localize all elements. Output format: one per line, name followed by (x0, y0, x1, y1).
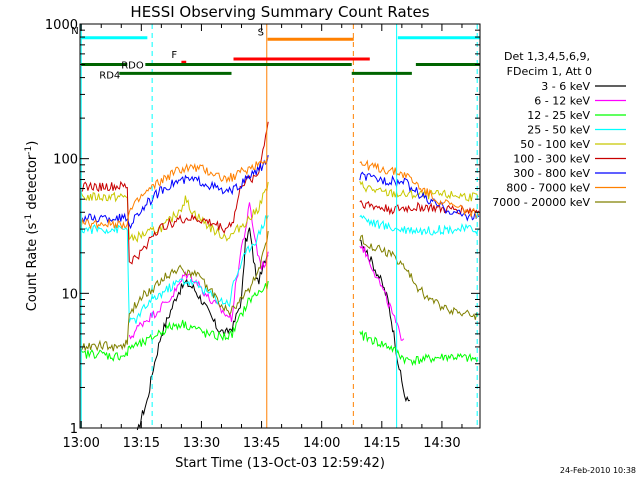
x-tick-label-0: 13:00 (62, 436, 99, 451)
legend-header-line1: Det 1,3,4,5,6,9, (504, 50, 590, 63)
legend: Det 1,3,4,5,6,9, FDecim 1, Att 0 3 - 6 k… (492, 50, 626, 209)
legend-label-800-7000-kev: 800 - 7000 keV (506, 182, 590, 195)
chart-title: HESSI Observing Summary Count Rates (130, 3, 429, 21)
x-tick-label-2: 13:30 (183, 436, 220, 451)
series-line-300-800-kev (80, 155, 480, 230)
series-line-50-100-kev (80, 180, 479, 243)
y-axis-label-middle: detector (25, 154, 40, 214)
y-axis-label: Count Rate (s-1 detector-1) (24, 141, 40, 312)
series-line-7000-20000-kev (80, 231, 479, 352)
plot-frame (79, 23, 481, 429)
series-line-12-25-kev (80, 280, 479, 367)
flag-label-n: N (71, 26, 78, 37)
y-axis-label-sup1: -1 (24, 214, 34, 223)
x-tick-label-1: 13:15 (123, 436, 160, 451)
series-line-3-6-kev (136, 227, 410, 431)
y-axis-label-sup2: -1 (24, 146, 34, 155)
y-tick-label-0: 1 (70, 422, 78, 437)
timestamp: 24-Feb-2010 10:38 (560, 466, 636, 475)
axes-layer: 13:00 13:15 13:30 13:45 14:00 14:15 14:30 1 10 10… (45, 18, 480, 451)
x-tick-label-6: 14:30 (423, 436, 460, 451)
y-axis-label-suffix: ) (25, 141, 40, 146)
legend-label-7000-20000-kev: 7000 - 20000 keV (492, 196, 590, 209)
flag-label-rd4: RD4 (99, 70, 120, 81)
y-tick-label-2: 100 (53, 153, 78, 168)
series-line-25-50-kev (80, 214, 480, 324)
data-layer (80, 121, 480, 431)
y-tick-label-1: 10 (61, 287, 78, 302)
legend-header-line2: FDecim 1, Att 0 (507, 65, 592, 78)
x-tick-label-3: 13:45 (243, 436, 280, 451)
legend-label-3-6-kev: 3 - 6 keV (541, 80, 590, 93)
y-axis-label-prefix: Count Rate (s (25, 223, 40, 312)
x-tick-label-5: 14:15 (363, 436, 400, 451)
legend-label-6-12-kev: 6 - 12 keV (534, 95, 590, 108)
x-tick-label-4: 14:00 (303, 436, 340, 451)
legend-label-100-300-kev: 100 - 300 keV (513, 153, 590, 166)
flag-label-s: S (258, 27, 264, 38)
x-axis-label: Start Time (13-Oct-03 12:59:42) (175, 456, 385, 471)
legend-label-12-25-kev: 12 - 25 keV (527, 109, 590, 122)
flag-label-rdo: RDO (121, 61, 144, 72)
legend-label-25-50-kev: 25 - 50 keV (527, 124, 590, 137)
y-tick-label-3: 1000 (45, 18, 78, 33)
legend-label-300-800-kev: 300 - 800 keV (513, 167, 590, 180)
series-line-100-300-kev (81, 121, 480, 265)
series-line-800-7000-kev (80, 157, 480, 231)
flag-label-f: F (171, 50, 177, 61)
legend-label-50-100-kev: 50 - 100 keV (520, 138, 590, 151)
